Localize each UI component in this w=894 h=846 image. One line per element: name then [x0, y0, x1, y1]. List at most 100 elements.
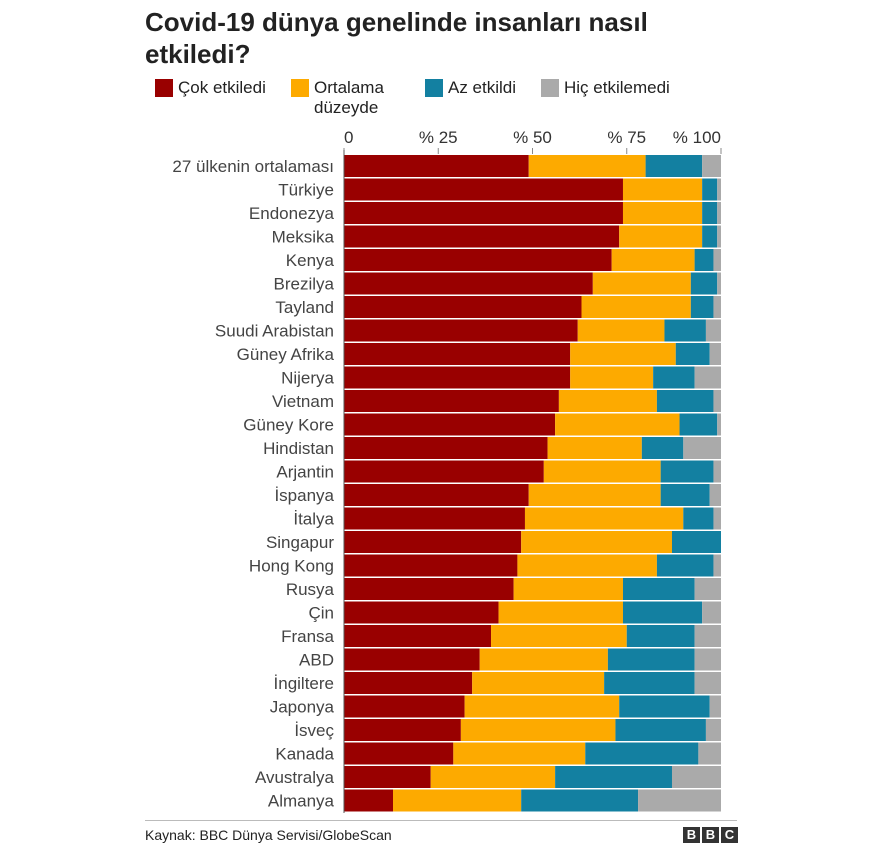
legend-swatch-az-etkildi — [425, 79, 443, 97]
bar-segment: Endonezya – Hiç etkilemedi: 1 — [717, 202, 721, 224]
legend-label-ortalama: Ortalama düzeyde — [314, 78, 384, 117]
category-label: Nijerya — [281, 369, 334, 388]
category-label: Singapur — [266, 533, 334, 552]
bar-segment: Avustralya – Ortalama düzeyde: 33 — [430, 766, 556, 788]
category-label: Türkiye — [278, 181, 334, 200]
chart-legend: Çok etkiledi Ortalama düzeyde Az etkildi… — [145, 78, 765, 122]
category-label: Kenya — [286, 251, 335, 270]
bar-segment: İtalya – Az etkildi: 8 — [683, 507, 714, 530]
category-label: Almanya — [268, 792, 335, 811]
bar-segment: Kenya – Az etkildi: 5 — [694, 249, 714, 271]
bar-segment: ABD – Ortalama düzeyde: 34 — [479, 648, 608, 671]
legend-label-az-etkildi: Az etkildi — [448, 78, 517, 97]
bar-segment: 27 ülkenin ortalaması – Çok etkiledi: 49 — [344, 155, 529, 177]
category-label: Rusya — [286, 580, 335, 599]
bar-segment: Nijerya – Az etkildi: 11 — [653, 366, 695, 389]
bar-segment: İtalya – Ortalama düzeyde: 42 — [524, 507, 684, 530]
bar-segment: Güney Kore – Hiç etkilemedi: 1 — [717, 413, 721, 436]
x-tick-label: % 75 — [607, 128, 646, 147]
bar-segment: 27 ülkenin ortalaması – Ortalama düzeyde… — [528, 155, 646, 177]
bar-segment: Suudi Arabistan – Ortalama düzeyde: 23 — [577, 319, 665, 342]
bar-segment: Meksika – Hiç etkilemedi: 1 — [717, 225, 721, 248]
bbc-logo: B B C — [683, 827, 738, 843]
bar-segment: Brezilya – Çok etkiledi: 66 — [344, 272, 593, 295]
bar-segment: Güney Afrika – Az etkildi: 9 — [675, 343, 710, 365]
bar-segment: Kenya – Çok etkiledi: 71 — [344, 249, 612, 271]
bar-segment: Japonya – Az etkildi: 24 — [619, 695, 710, 718]
category-label: Meksika — [272, 228, 335, 247]
bar-segment: Tayland – Hiç etkilemedi: 2 — [713, 296, 721, 318]
category-label: Çin — [308, 604, 334, 623]
x-tick-label: % 50 — [513, 128, 552, 147]
bar-segment: İtalya – Hiç etkilemedi: 2 — [713, 507, 721, 530]
bar-segment: Suudi Arabistan – Çok etkiledi: 62 — [344, 319, 578, 342]
bar-segment: İngiltere – Çok etkiledi: 34 — [344, 672, 473, 694]
bar-segment: Avustralya – Çok etkiledi: 23 — [344, 766, 431, 788]
category-label: Arjantin — [276, 463, 334, 482]
chart-title: Covid-19 dünya genelinde insanları nasıl… — [145, 7, 648, 69]
bar-segment: Meksika – Çok etkiledi: 73 — [344, 225, 620, 248]
bar-segment: Hong Kong – Hiç etkilemedi: 2 — [713, 554, 721, 577]
category-label: Avustralya — [255, 768, 335, 787]
bar-segment: İsveç – Az etkildi: 24 — [615, 719, 706, 741]
bar-segment: İngiltere – Hiç etkilemedi: 7 — [694, 672, 721, 694]
bar-segment: Almanya – Ortalama düzeyde: 34 — [393, 789, 522, 812]
bar-segment: ABD – Az etkildi: 23 — [607, 648, 695, 671]
bar-segment: Hong Kong – Ortalama düzeyde: 37 — [517, 554, 657, 577]
category-label: Vietnam — [272, 392, 334, 411]
bar-segment: Güney Afrika – Çok etkiledi: 60 — [344, 343, 571, 365]
category-label: Endonezya — [249, 204, 335, 223]
bar-segment: 27 ülkenin ortalaması – Az etkildi: 15 — [645, 155, 703, 177]
legend-swatch-ortalama — [291, 79, 309, 97]
category-label: İngiltere — [274, 674, 334, 693]
category-label: Japonya — [270, 698, 335, 717]
bar-segment: İspanya – Çok etkiledi: 49 — [344, 484, 529, 506]
legend-label-hic-etkilemedi: Hiç etkilemedi — [564, 78, 670, 97]
bar-segment: Rusya – Ortalama düzeyde: 29 — [513, 578, 623, 600]
bar-segment: Nijerya – Ortalama düzeyde: 22 — [570, 366, 654, 389]
bar-segment: Kenya – Hiç etkilemedi: 2 — [713, 249, 721, 271]
bar-segment: 27 ülkenin ortalaması – Hiç etkilemedi: … — [702, 155, 721, 177]
category-label: Güney Afrika — [237, 345, 335, 364]
bar-segment: Tayland – Az etkildi: 6 — [690, 296, 714, 318]
legend-item-az-etkildi: Az etkildi — [425, 78, 516, 98]
bar-segment: Arjantin – Çok etkiledi: 53 — [344, 460, 544, 483]
bar-segment: Güney Afrika – Ortalama düzeyde: 28 — [570, 343, 676, 365]
bar-segment: Rusya – Çok etkiledi: 45 — [344, 578, 514, 600]
legend-item-ortalama: Ortalama düzeyde — [291, 78, 404, 118]
bar-segment: Japonya – Hiç etkilemedi: 3 — [709, 695, 721, 718]
bar-segment: Güney Kore – Ortalama düzeyde: 33 — [555, 413, 680, 436]
bar-segment: Brezilya – Hiç etkilemedi: 1 — [717, 272, 721, 295]
bar-segment: Arjantin – Ortalama düzeyde: 31 — [543, 460, 661, 483]
bar-segment: Fransa – Hiç etkilemedi: 7 — [694, 625, 721, 647]
bar-segment: Nijerya – Hiç etkilemedi: 7 — [694, 366, 721, 389]
bar-segment: Suudi Arabistan – Hiç etkilemedi: 4 — [705, 319, 721, 342]
x-tick-label: 0 — [344, 128, 353, 147]
bar-segment: Vietnam – Hiç etkilemedi: 2 — [713, 390, 721, 412]
bar-segment: Hong Kong – Çok etkiledi: 46 — [344, 554, 518, 577]
bar-segment: Türkiye – Az etkildi: 4 — [702, 178, 718, 201]
bar-segment: Suudi Arabistan – Az etkildi: 11 — [664, 319, 706, 342]
bar-segment: Almanya – Az etkildi: 31 — [521, 789, 639, 812]
legend-swatch-hic-etkilemedi — [541, 79, 559, 97]
bar-segment: Meksika – Ortalama düzeyde: 22 — [619, 225, 703, 248]
bar-segment: Endonezya – Çok etkiledi: 74 — [344, 202, 623, 224]
category-label: Suudi Arabistan — [215, 322, 334, 341]
bar-segment: Rusya – Az etkildi: 19 — [622, 578, 695, 600]
bar-segment: Vietnam – Ortalama düzeyde: 26 — [558, 390, 657, 412]
bar-segment: Hindistan – Hiç etkilemedi: 10 — [683, 437, 721, 459]
bar-segment: Çin – Az etkildi: 21 — [622, 601, 703, 624]
bar-segment: İspanya – Ortalama düzeyde: 35 — [528, 484, 661, 506]
bar-segment: Kenya – Ortalama düzeyde: 22 — [611, 249, 695, 271]
bar-segment: Brezilya – Ortalama düzeyde: 26 — [592, 272, 691, 295]
bar-segment: Güney Kore – Az etkildi: 10 — [679, 413, 718, 436]
category-label: Tayland — [275, 298, 334, 317]
bar-segment: Vietnam – Az etkildi: 15 — [656, 390, 714, 412]
bar-segment: Almanya – Çok etkiledi: 13 — [344, 789, 394, 812]
category-label: Brezilya — [274, 275, 335, 294]
logo-letter: B — [702, 827, 719, 843]
bar-segment: Rusya – Hiç etkilemedi: 7 — [694, 578, 721, 600]
bar-segment: Hindistan – Az etkildi: 11 — [641, 437, 684, 459]
bar-segment: Tayland – Ortalama düzeyde: 29 — [581, 296, 691, 318]
